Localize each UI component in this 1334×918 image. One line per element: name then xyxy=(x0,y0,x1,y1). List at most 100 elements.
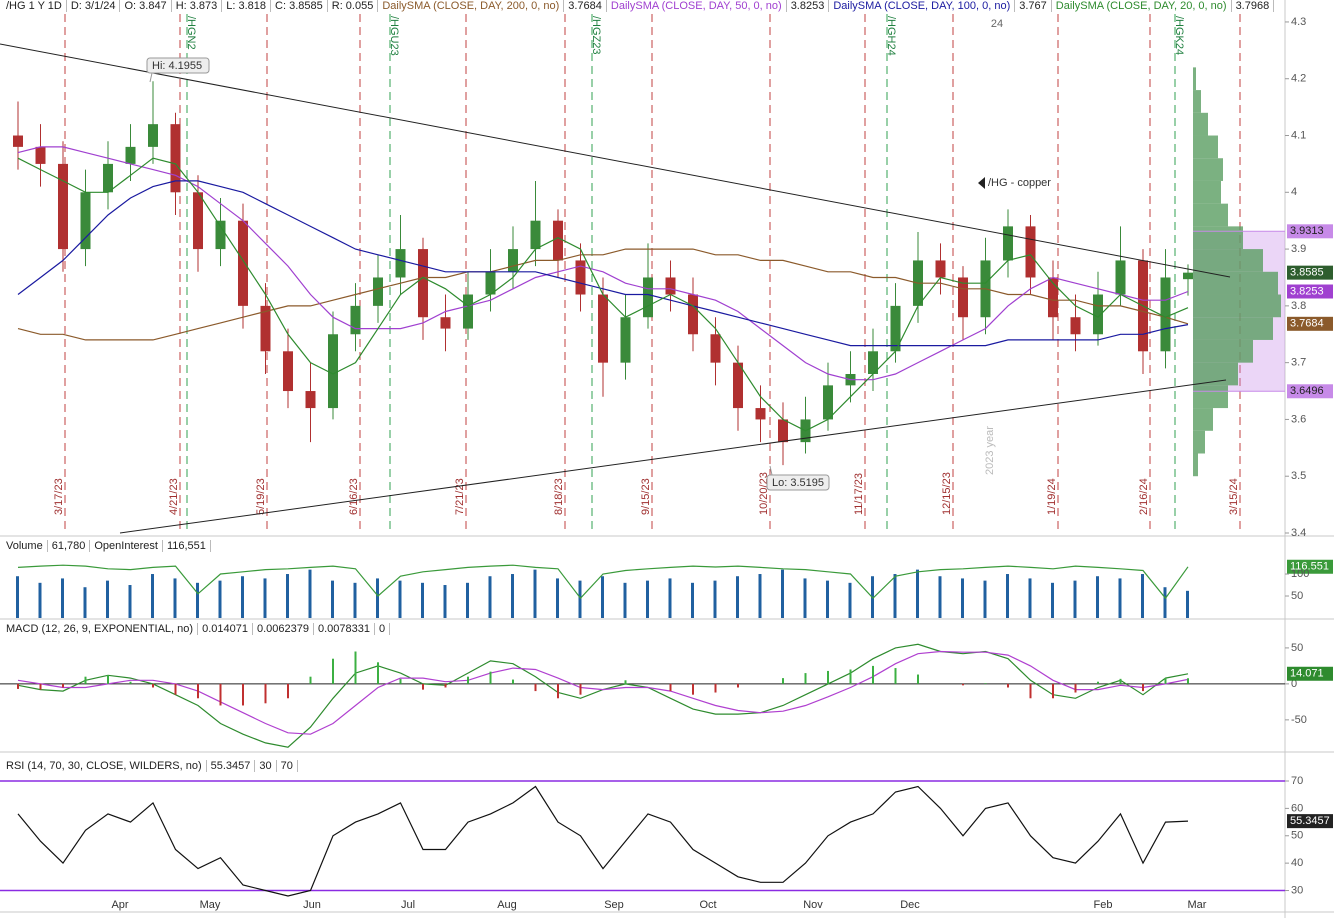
candle-body xyxy=(733,362,743,409)
volume-profile-bar xyxy=(1193,271,1278,295)
y-tick-label: 60 xyxy=(1291,802,1303,814)
volume-bar xyxy=(61,578,64,618)
candle-body xyxy=(80,192,91,250)
macd-diff-bar xyxy=(107,675,109,684)
y-tick-label: 50 xyxy=(1291,830,1303,842)
macd-diff-bar xyxy=(377,662,379,684)
expiration-label: 4/21/23 xyxy=(168,478,180,515)
price-box xyxy=(1287,284,1333,299)
macd-diff-bar xyxy=(1052,683,1054,699)
macd-diff-bar xyxy=(129,681,132,684)
volume-bar xyxy=(848,582,852,618)
candle-body xyxy=(103,163,113,193)
x-tick-label: Jul xyxy=(401,899,415,911)
low-label: Lo: 3.5195 xyxy=(772,477,824,489)
price-box-label: 14.071 xyxy=(1290,668,1324,680)
macd-diff-bar xyxy=(737,683,739,688)
volume-profile-bar xyxy=(1193,408,1213,431)
symbol-note: /HG - copper xyxy=(988,177,1051,189)
volume-bar xyxy=(781,569,784,618)
macd-diff-bar xyxy=(917,674,919,684)
volume-bar xyxy=(511,574,514,618)
volume-bar xyxy=(1186,590,1189,618)
volume-bar xyxy=(196,582,199,618)
symbol: /HG 1 Y 1D xyxy=(2,0,67,12)
high: H: 3.873 xyxy=(172,0,223,12)
volume-bar xyxy=(961,578,964,618)
study-value: 0.014071 xyxy=(198,623,253,635)
macd-diff-bar xyxy=(1164,678,1167,684)
close: C: 3.8585 xyxy=(271,0,328,12)
study-value: 116,551 xyxy=(163,540,211,552)
price-box-label: 3.6496 xyxy=(1290,385,1324,397)
volume-profile-bar xyxy=(1193,90,1201,113)
candle-body xyxy=(755,408,766,420)
macd-diff-bar xyxy=(1007,683,1009,688)
volume-profile-bar xyxy=(1193,180,1221,204)
volume-profile-bar xyxy=(1193,294,1281,318)
y-tick-label: -50 xyxy=(1291,714,1307,726)
trendline xyxy=(119,379,1227,534)
volume-bar xyxy=(1051,582,1054,618)
volume-bar xyxy=(578,580,582,618)
candle-body xyxy=(1070,317,1081,335)
candle-body xyxy=(598,294,608,363)
contract-label: /HGN2 xyxy=(185,16,197,50)
macd-diff-bar xyxy=(782,678,784,684)
volume-bar xyxy=(173,578,177,618)
y-tick-label: 3.9 xyxy=(1291,243,1306,255)
price-box xyxy=(1287,814,1333,829)
study-value: 61,780 xyxy=(48,540,91,552)
y-tick-label: 3.7 xyxy=(1291,357,1306,369)
volume-bar xyxy=(803,578,807,618)
candle-body xyxy=(1048,277,1058,318)
x-tick-label: Mar xyxy=(1188,899,1207,911)
y-tick-label: 4 xyxy=(1291,186,1297,198)
volume-bar xyxy=(263,578,267,618)
price-box xyxy=(1287,384,1333,399)
candle-body xyxy=(868,351,878,375)
expiration-label: 5/19/23 xyxy=(255,478,267,515)
foreground-layer: Apr May Jun Jul Aug Sep Oct Nov Dec Feb Mar 3/17/23… xyxy=(0,16,1333,911)
x-tick-label: Jun xyxy=(303,899,321,911)
macd-diff-bar xyxy=(197,683,199,699)
high-label: Hi: 4.1955 xyxy=(152,60,202,72)
y-tick-label: 3.5 xyxy=(1291,470,1306,482)
y-tick-label: 4.3 xyxy=(1291,16,1306,28)
price-box xyxy=(1287,559,1333,574)
volume-bar xyxy=(466,582,469,618)
contract-label: /HGU23 xyxy=(388,16,400,56)
study-name: DailySMA (CLOSE, DAY, 20, 0, no) xyxy=(1052,0,1232,12)
candle-body xyxy=(553,220,563,261)
candle-body xyxy=(373,277,383,306)
candle-body xyxy=(665,277,676,295)
rsi-header: RSI (14, 70, 30, CLOSE, WILDERS, no) 55.… xyxy=(2,760,298,772)
x-tick-label: Dec xyxy=(900,899,920,911)
expiration-label: 6/16/23 xyxy=(348,478,360,515)
x-tick-label: Oct xyxy=(699,899,716,911)
annotation-box xyxy=(766,474,830,491)
volume-bar xyxy=(443,585,447,618)
trendline xyxy=(0,43,1231,278)
x-tick-label: Apr xyxy=(111,899,128,911)
macd-diff-bar xyxy=(1029,683,1032,699)
study-name: DailySMA (CLOSE, DAY, 100, 0, no) xyxy=(829,0,1016,12)
candle-body xyxy=(530,220,541,250)
study-value: 70 xyxy=(277,760,298,772)
volume-bar xyxy=(1073,580,1077,618)
volume-bar xyxy=(1163,587,1167,618)
expiration-label: 12/15/23 xyxy=(941,472,953,515)
price-box xyxy=(1287,265,1333,280)
study-value: 0.0078331 xyxy=(314,623,375,635)
study-value: 0.0062379 xyxy=(253,623,314,635)
price-box xyxy=(1287,666,1333,681)
background-layer xyxy=(64,14,1285,533)
volume-bar xyxy=(16,576,19,618)
price-box-label: 55.3457 xyxy=(1290,815,1330,827)
macd-header: MACD (12, 26, 9, EXPONENTIAL, no) 0.0140… xyxy=(2,623,391,635)
volume-profile-bar xyxy=(1193,249,1263,272)
y-tick-label: 100 xyxy=(1291,568,1309,580)
candle-body xyxy=(1183,272,1193,280)
